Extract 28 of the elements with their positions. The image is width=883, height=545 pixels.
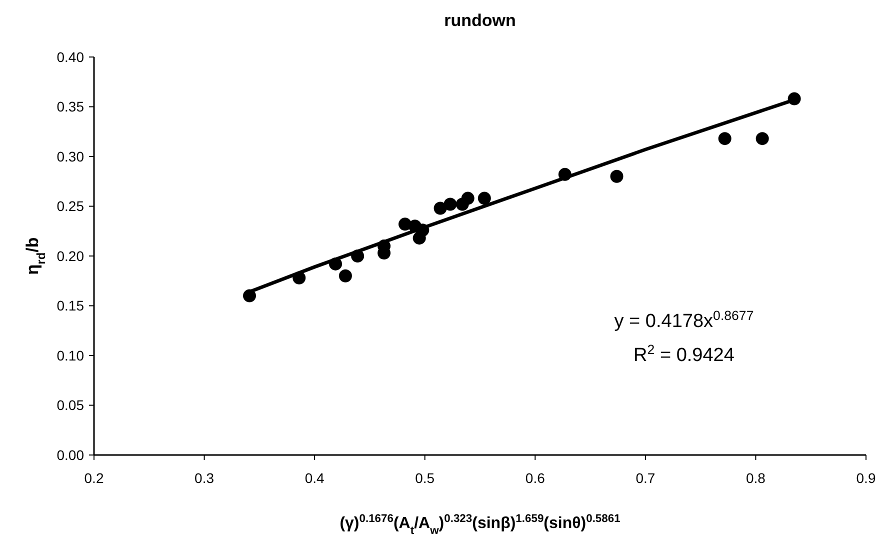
y-tick-label: 0.15: [56, 298, 84, 314]
y-tick-label: 0.05: [56, 397, 84, 414]
point: [718, 132, 732, 146]
point: [444, 198, 457, 211]
x-tick-label: 0.6: [525, 470, 546, 486]
x-tick-label: 0.4: [304, 470, 325, 486]
chart-title: rundown: [444, 11, 516, 30]
point: [461, 192, 474, 205]
point: [610, 170, 624, 183]
y-tick-label: 0.25: [56, 198, 84, 214]
y-tick-label: 0.20: [56, 248, 84, 264]
point: [338, 269, 352, 282]
x-tick-label: 0.2: [84, 470, 104, 486]
point: [756, 132, 769, 146]
x-tick-label: 0.7: [636, 470, 656, 486]
annotation: R$^{2}$ = 0.9424: [634, 342, 735, 366]
y-tick-label: 0.30: [56, 148, 84, 164]
x-tick-label: 0.8: [746, 470, 766, 486]
y-tick-label: 0.40: [56, 48, 84, 65]
annotation: y = 0.4178x$^{0.8677}$: [614, 308, 754, 332]
point: [478, 192, 491, 205]
x-tick-label: 0.3: [194, 470, 214, 486]
y-tick-label: 0.10: [56, 347, 84, 364]
text: (γ)$^{0.1676}$(A$_{t}$/A$_{w}$)$^{0.323}$(sinβ)$^{1.659}$(sinθ)$^{0.5861}$: [340, 513, 620, 537]
y-tick-label: 0.00: [56, 446, 84, 463]
y-tick-label: 0.35: [56, 98, 84, 115]
x-tick-label: 0.9: [856, 470, 876, 486]
x-tick-label: 0.5: [415, 470, 435, 486]
